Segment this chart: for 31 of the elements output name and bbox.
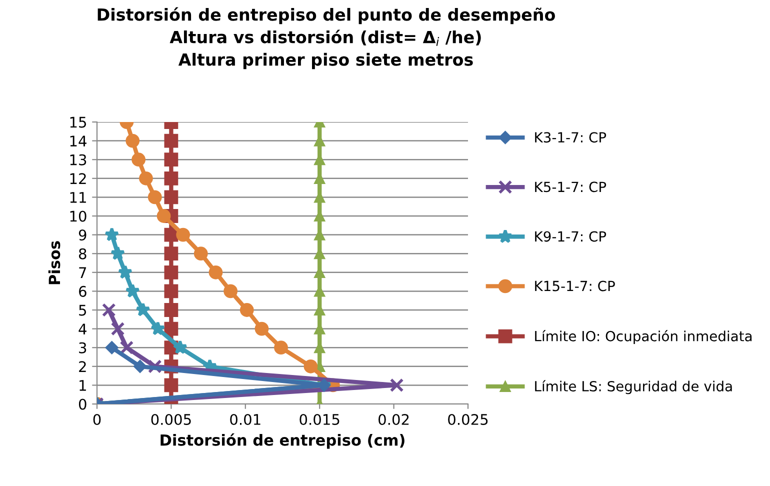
y-tick-label: 14 (70, 136, 86, 146)
y-tick-label: 0 (78, 398, 86, 410)
y-tick-label: 7 (79, 267, 86, 278)
x-tick-label: 0.015 (300, 414, 340, 426)
legend-label: Límite IO: Ocupación inmediata (535, 330, 752, 344)
chart-title: Distorsión de entrepiso del punto de desempeño Altura vs distorsión (dist= Δ$_{i}$ /he) Altura primer piso siete metros (98, 7, 555, 70)
y-tick-label: 1 (80, 380, 86, 391)
legend-label: K5-1-7: CP (535, 182, 606, 192)
legend-label: K3-1-7: CP (535, 132, 606, 143)
x-axis-title: Distorsión de entrepiso (cm) (160, 433, 404, 449)
y-tick-label: 15 (70, 116, 86, 128)
legend-label: Límite LS: Seguridad de vida (535, 380, 732, 394)
x-tick-label: 0.01 (230, 414, 260, 426)
y-tick-label: 6 (79, 286, 86, 297)
y-tick-label: 13 (70, 154, 86, 166)
y-axis-title: Pisos (48, 241, 60, 284)
legend-label: K15-1-7: CP (535, 280, 615, 292)
y-tick-label: 11 (70, 192, 86, 203)
legend-label: K9-1-7: CP (535, 231, 606, 242)
x-tick-label: 0.005 (151, 414, 191, 426)
y-tick-label: 2 (79, 361, 86, 372)
y-tick-label: 8 (78, 248, 86, 260)
x-tick-label: 0 (93, 414, 101, 426)
x-tick-label: 0.02 (378, 414, 409, 426)
y-tick-label: 9 (78, 230, 86, 241)
x-tick-label: 0.025 (448, 414, 488, 426)
y-tick-label: 4 (78, 324, 86, 334)
y-tick-label: 10 (70, 210, 86, 222)
y-tick-label: 5 (79, 304, 86, 316)
y-tick-label: 12 (70, 173, 86, 184)
y-tick-label: 3 (79, 342, 86, 354)
